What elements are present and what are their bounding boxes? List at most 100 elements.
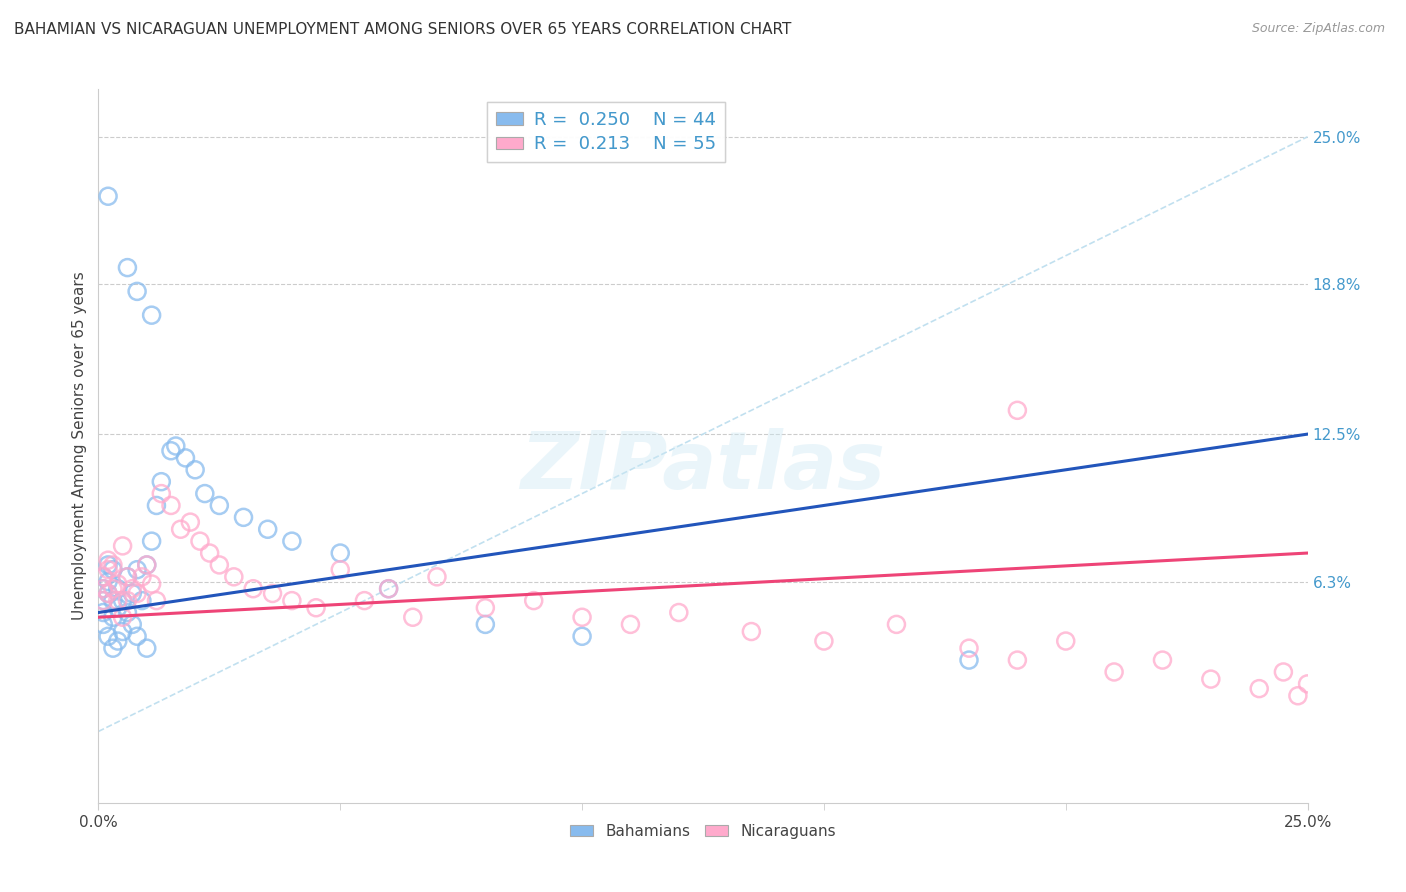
Point: [91, 617, 114, 632]
Point: [141, 577, 163, 591]
Point: [194, 486, 217, 500]
Point: [179, 515, 201, 529]
Point: [117, 570, 139, 584]
Point: [145, 499, 167, 513]
Point: [281, 593, 304, 607]
Point: [127, 563, 149, 577]
Point: [256, 522, 278, 536]
Point: [97, 586, 120, 600]
Point: [127, 285, 149, 299]
Point: [1199, 672, 1222, 686]
Point: [91, 593, 114, 607]
Point: [121, 582, 143, 596]
Point: [740, 624, 762, 639]
Point: [107, 582, 129, 596]
Point: [329, 563, 352, 577]
Point: [135, 641, 157, 656]
Point: [262, 586, 284, 600]
Point: [1272, 665, 1295, 679]
Point: [97, 586, 120, 600]
Point: [232, 510, 254, 524]
Point: [127, 586, 149, 600]
Legend: Bahamians, Nicaraguans: Bahamians, Nicaraguans: [564, 818, 842, 845]
Point: [1286, 689, 1309, 703]
Point: [150, 475, 173, 489]
Point: [1007, 653, 1029, 667]
Point: [426, 570, 449, 584]
Point: [97, 563, 120, 577]
Point: [101, 610, 124, 624]
Point: [619, 617, 641, 632]
Point: [222, 570, 245, 584]
Point: [188, 534, 211, 549]
Point: [668, 606, 690, 620]
Point: [97, 558, 120, 572]
Point: [111, 610, 134, 624]
Point: [160, 443, 183, 458]
Point: [281, 534, 304, 549]
Point: [101, 563, 124, 577]
Point: [1296, 677, 1319, 691]
Point: [121, 617, 143, 632]
Point: [571, 610, 593, 624]
Point: [121, 586, 143, 600]
Point: [97, 189, 120, 203]
Point: [165, 439, 187, 453]
Point: [101, 641, 124, 656]
Point: [135, 558, 157, 572]
Point: [184, 463, 207, 477]
Point: [107, 577, 129, 591]
Point: [1152, 653, 1174, 667]
Point: [571, 629, 593, 643]
Point: [127, 629, 149, 643]
Point: [145, 593, 167, 607]
Point: [117, 606, 139, 620]
Point: [107, 593, 129, 607]
Point: [117, 593, 139, 607]
Point: [97, 574, 120, 589]
Point: [91, 570, 114, 584]
Text: ZIPatlas: ZIPatlas: [520, 428, 886, 507]
Point: [1054, 634, 1077, 648]
Point: [101, 593, 124, 607]
Point: [160, 499, 183, 513]
Point: [1249, 681, 1271, 696]
Point: [242, 582, 264, 596]
Point: [474, 617, 496, 632]
Point: [91, 593, 114, 607]
Point: [150, 486, 173, 500]
Point: [97, 553, 120, 567]
Point: [135, 558, 157, 572]
Point: [1102, 665, 1125, 679]
Y-axis label: Unemployment Among Seniors over 65 years: Unemployment Among Seniors over 65 years: [72, 272, 87, 620]
Text: BAHAMIAN VS NICARAGUAN UNEMPLOYMENT AMONG SENIORS OVER 65 YEARS CORRELATION CHAR: BAHAMIAN VS NICARAGUAN UNEMPLOYMENT AMON…: [14, 22, 792, 37]
Point: [91, 582, 114, 596]
Point: [101, 558, 124, 572]
Point: [91, 582, 114, 596]
Point: [141, 534, 163, 549]
Point: [305, 600, 328, 615]
Point: [353, 593, 375, 607]
Point: [111, 593, 134, 607]
Point: [91, 606, 114, 620]
Point: [886, 617, 908, 632]
Point: [523, 593, 546, 607]
Point: [402, 610, 425, 624]
Point: [377, 582, 399, 596]
Point: [107, 634, 129, 648]
Point: [377, 582, 399, 596]
Point: [107, 600, 129, 615]
Point: [957, 653, 980, 667]
Point: [141, 308, 163, 322]
Point: [474, 600, 496, 615]
Text: Source: ZipAtlas.com: Source: ZipAtlas.com: [1251, 22, 1385, 36]
Point: [957, 641, 980, 656]
Point: [101, 582, 124, 596]
Point: [169, 522, 191, 536]
Point: [117, 260, 139, 275]
Point: [91, 570, 114, 584]
Point: [117, 570, 139, 584]
Point: [131, 593, 153, 607]
Point: [198, 546, 221, 560]
Point: [111, 624, 134, 639]
